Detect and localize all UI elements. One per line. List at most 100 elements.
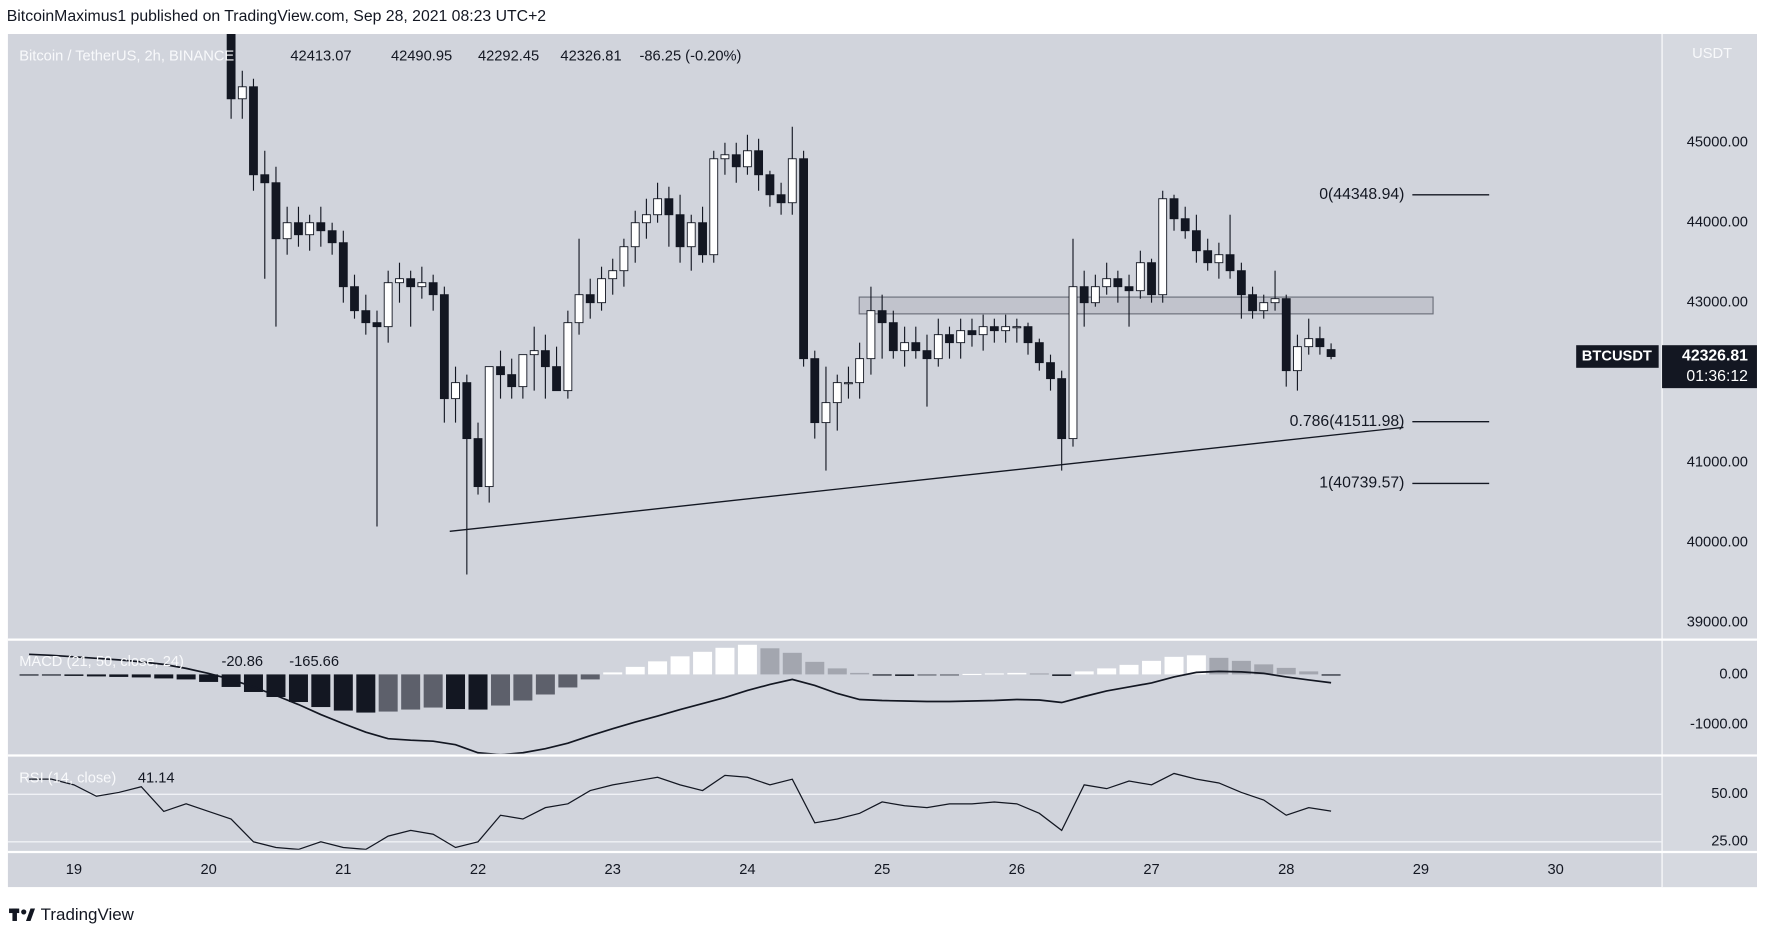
candle-body [294,222,303,236]
candle-body [496,366,505,376]
macd-histogram-bar [243,674,263,692]
x-tick-label: 28 [1278,862,1294,878]
macd-histogram-bar [603,672,623,675]
candle-body [518,354,528,388]
x-tick-label: 19 [66,862,82,878]
price-tag [1662,345,1757,389]
candle-body [866,310,876,360]
x-tick-label: 23 [605,862,621,878]
macd-histogram-bar [580,674,600,680]
macd-histogram-bar [648,661,668,675]
macd-histogram-bar [1097,668,1117,675]
candle-body [327,230,337,244]
legend-close: 42326.81 [560,48,621,64]
macd-histogram-bar [827,668,847,675]
candle-body [316,222,326,232]
candle-body [585,294,595,304]
macd-histogram-bar [625,666,645,675]
macd-histogram-bar [1052,674,1072,676]
candle-body [743,150,752,168]
y-tick-label: 45000.00 [1687,135,1748,151]
y-tick-label: 44000.00 [1687,215,1748,231]
macd-histogram-bar [131,674,151,678]
candle-body [911,342,921,352]
trendline [449,426,1404,533]
macd-histogram-bar [1254,664,1274,675]
candle-body [956,330,966,344]
macd-histogram-bar [423,674,443,708]
macd-line-value: -165.66 [289,654,339,670]
candle-body [226,34,236,100]
macd-histogram-bar [176,674,196,680]
candle-body [1090,286,1100,304]
candle-body [720,154,730,160]
macd-histogram-bar [895,674,915,676]
candle-body [350,286,359,312]
macd-histogram-bar [64,674,84,676]
candle-body [1023,326,1033,344]
publisher-line: BitcoinMaximus1 published on TradingView… [7,8,546,25]
macd-histogram-bar [266,674,286,698]
macd-histogram-bar [1209,657,1229,675]
candle-body [888,322,898,352]
macd-histogram-bar [378,674,398,712]
macd-histogram-bar [737,644,757,675]
price-tag-label: 42326.81 [1682,348,1748,365]
macd-histogram-bar [333,674,353,711]
candle-body [877,310,887,324]
candle-body [361,310,371,324]
x-tick-label: 22 [470,862,486,878]
candle-body [383,282,393,328]
candle-body [473,438,483,488]
candle-body [630,222,640,248]
candle-body [282,222,292,240]
axes: 19 20 21 22 23 24 25 26 27 28 29 30 39000.00 40000.00… [66,135,1748,878]
y-tick-label: 43000.00 [1687,295,1748,311]
x-tick-label: 26 [1009,862,1025,878]
candle-body [417,282,427,288]
candle-body [305,222,315,236]
candle-body [731,154,741,168]
candle-body [933,334,943,360]
macd-histogram-bar [86,674,106,677]
candle-body [271,182,281,240]
candle-body [787,158,797,204]
y-tick-label: 39000.00 [1687,614,1748,630]
macd-pane [19,644,1341,754]
candle-body [1068,286,1078,440]
candle-body [1057,378,1067,440]
candle-body [1180,218,1190,232]
candle-body [653,198,662,216]
candle-body [372,322,382,328]
candle-body [529,350,539,356]
candle-body [563,322,573,392]
macd-histogram-bar [1164,656,1184,675]
macd-histogram-bar [19,674,39,676]
x-tick-label: 21 [335,862,351,878]
price-pane [226,34,1490,575]
macd-histogram-bar [199,674,219,682]
candle-body [821,402,831,424]
countdown-label: 01:36:12 [1686,368,1748,385]
candle-body [338,242,348,288]
y-tick-label: 50.00 [1711,786,1748,802]
fib-level-label: 0.786(41511.98) [1290,413,1405,430]
candle-body [855,358,865,384]
candle-body [967,330,977,336]
candle-body [1304,338,1314,348]
candle-body [1079,286,1089,304]
macd-histogram-value: -20.86 [221,654,263,670]
candle-body [1281,298,1291,372]
candle-body [900,342,910,352]
candle-body [945,334,954,344]
candle-body [1158,198,1168,296]
candle-body [1102,278,1112,288]
macd-histogram-bar [41,674,61,676]
candle-body [765,174,775,196]
candle-body [428,282,438,296]
macd-histogram-bar [401,674,421,710]
macd-histogram-bar [1074,671,1094,675]
candle-body [1113,278,1123,288]
macd-histogram-bar [917,674,937,676]
macd-histogram-bar [1321,674,1341,676]
